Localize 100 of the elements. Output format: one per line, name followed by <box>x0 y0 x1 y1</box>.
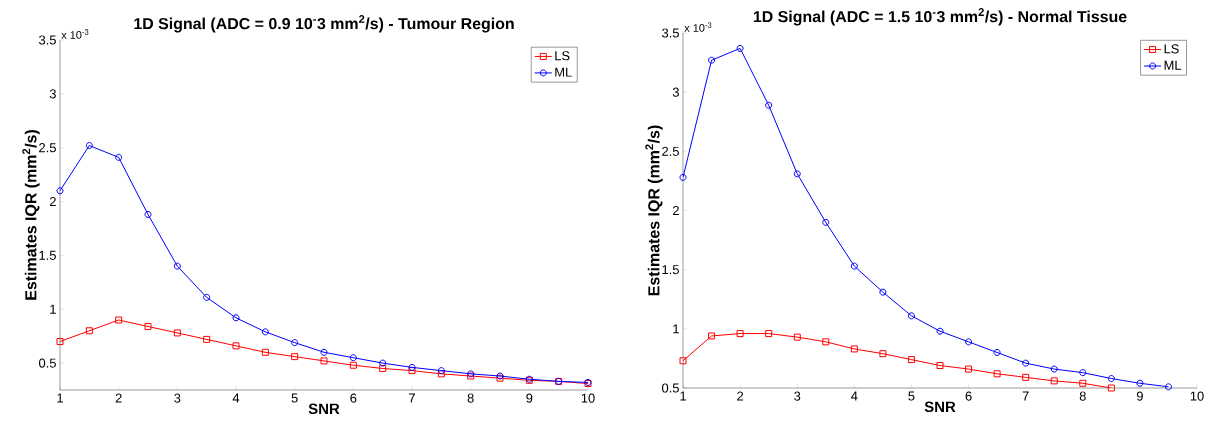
y-tick-label: 1 <box>673 324 679 334</box>
point <box>144 210 152 218</box>
point <box>261 348 269 356</box>
point <box>408 363 416 371</box>
point <box>907 312 915 320</box>
x-tick-label: 8 <box>1079 391 1086 401</box>
legend-label: ML <box>1164 60 1182 70</box>
x-tick-label: 2 <box>115 393 122 403</box>
x-tick-label: 2 <box>737 391 744 401</box>
y-tick-label: 3.5 <box>38 35 56 45</box>
point <box>320 357 328 365</box>
x-tick-label: 1 <box>680 391 686 401</box>
point <box>965 365 973 373</box>
point <box>1079 369 1087 377</box>
point <box>1022 359 1030 367</box>
point <box>203 335 211 343</box>
text: x 10$^{-3}$ <box>61 29 89 39</box>
point <box>1022 373 1030 381</box>
point <box>993 370 1001 378</box>
y-tick-label: 0.5 <box>38 358 56 368</box>
text: x 10$^{-3}$ <box>684 22 712 32</box>
y-tick-label: 3.5 <box>661 28 679 38</box>
x-tick-label: 4 <box>232 393 240 403</box>
x-tick-label: 3 <box>794 391 801 401</box>
point <box>736 330 744 338</box>
y-tick-label: 1 <box>50 304 56 314</box>
x-axis-title: SNR <box>308 403 340 415</box>
x-tick-label: 3 <box>174 393 181 403</box>
y-tick-label: 0.5 <box>661 383 679 393</box>
point <box>144 322 152 330</box>
x-tick-label: 7 <box>1022 391 1029 401</box>
chart-title: 1D Signal (ADC = 0.9 10$^{-}$3 mm$^{2}$/s) - Tumour Region <box>134 15 514 33</box>
y-tick-label: 3 <box>49 89 56 99</box>
y-tick-label: 2.5 <box>39 143 56 153</box>
x-tick-label: 9 <box>526 393 533 403</box>
point <box>203 293 211 301</box>
x-axis-title: SNR <box>924 401 956 413</box>
x-tick-label: 4 <box>851 391 858 401</box>
point <box>993 349 1001 356</box>
legend-label: LS <box>555 51 570 61</box>
legend-label: ML <box>555 67 572 77</box>
point <box>115 316 123 324</box>
point <box>291 339 299 347</box>
point <box>765 101 773 109</box>
point <box>173 329 181 337</box>
y-axis-title: Estimates IQR (mm$^{2}$/s) <box>22 130 40 300</box>
point <box>765 330 773 338</box>
point <box>708 332 716 340</box>
point <box>879 350 887 358</box>
point <box>822 338 830 346</box>
y-tick-label: 2 <box>49 197 56 207</box>
point <box>850 262 858 270</box>
legend-label: LS <box>1164 44 1179 54</box>
point <box>115 153 123 161</box>
point <box>1107 384 1115 392</box>
y-tick-label: 2.5 <box>662 146 679 156</box>
point <box>1136 379 1144 387</box>
point <box>936 327 944 335</box>
point <box>679 357 687 365</box>
x-tick-label: 6 <box>350 393 357 403</box>
point <box>379 359 387 367</box>
y-axis-title: Estimates IQR (mm$^{2}$/s) <box>645 125 663 296</box>
point <box>349 354 357 362</box>
point <box>936 362 944 370</box>
x-tick-label: 10 <box>581 393 595 403</box>
point <box>349 361 357 369</box>
point <box>261 328 269 336</box>
x-tick-label: 6 <box>965 391 972 401</box>
point <box>1107 375 1115 383</box>
point <box>232 342 240 350</box>
chart-title: 1D Signal (ADC = 1.5 10$^{-}$3 mm$^{2}$/s) - Normal Tissue <box>753 8 1127 26</box>
x-tick-label: 1 <box>57 393 63 403</box>
point <box>85 327 93 335</box>
point <box>291 353 299 361</box>
point <box>965 338 973 346</box>
point <box>879 288 887 296</box>
x-tick-label: 10 <box>1190 391 1204 401</box>
x-tick-label: 5 <box>291 393 298 403</box>
x-tick-label: 5 <box>908 391 915 401</box>
point <box>85 142 93 150</box>
point <box>56 338 64 346</box>
point <box>793 170 801 178</box>
y-tick-label: 2 <box>672 205 679 216</box>
point <box>1050 365 1058 373</box>
y-tick-label: 3 <box>672 87 679 97</box>
point <box>736 44 744 52</box>
point <box>822 218 830 226</box>
point <box>907 356 915 364</box>
point <box>850 345 858 353</box>
x-tick-label: 9 <box>1136 391 1143 401</box>
point <box>173 262 181 270</box>
point <box>320 348 328 356</box>
y-tick-label: 1.5 <box>39 250 56 260</box>
x-tick-label: 8 <box>467 393 474 403</box>
point <box>1079 379 1087 387</box>
x-tick-label: 7 <box>409 393 415 403</box>
point <box>232 314 240 322</box>
point <box>793 333 801 341</box>
point <box>1050 377 1058 385</box>
point <box>708 56 716 64</box>
